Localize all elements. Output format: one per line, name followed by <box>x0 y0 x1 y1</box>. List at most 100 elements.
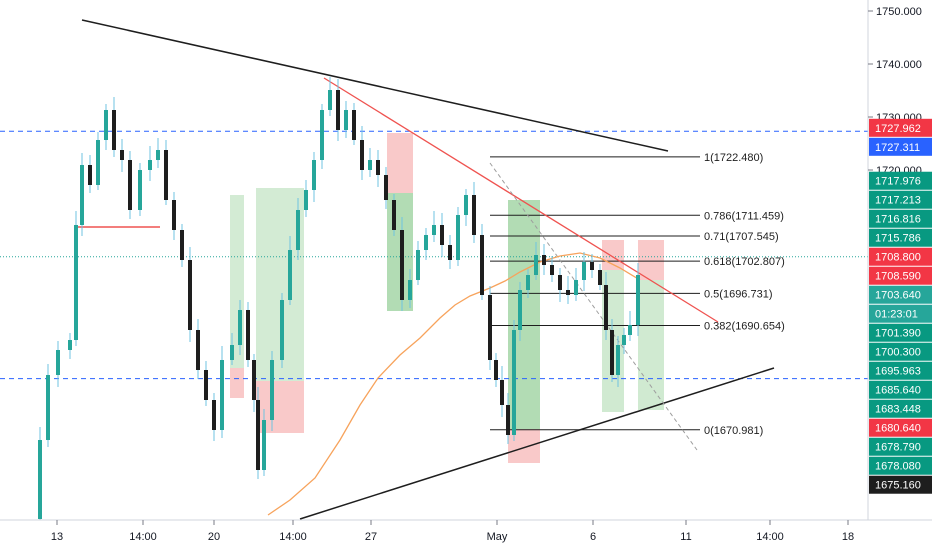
candle-up <box>148 160 152 170</box>
time-tick-label: 14:00 <box>129 531 157 543</box>
price-badge[interactable] <box>869 456 932 475</box>
price-badge[interactable] <box>869 475 932 494</box>
candle-down <box>352 110 356 140</box>
price-badge-label: 1695.963 <box>875 366 921 378</box>
candle-down <box>360 140 364 170</box>
time-tick-label: 18 <box>842 531 854 543</box>
short-position-profit-zone[interactable] <box>638 280 664 410</box>
price-badge[interactable] <box>869 342 932 361</box>
price-badge-label: 1708.590 <box>875 271 921 283</box>
trendlines[interactable] <box>78 19 775 520</box>
candle-down <box>566 290 570 295</box>
price-badge[interactable] <box>869 171 932 190</box>
price-badge-label: 1683.448 <box>875 404 921 416</box>
price-badge[interactable] <box>869 118 932 137</box>
candle-up <box>368 160 372 170</box>
fib-trend-dashed-line[interactable] <box>489 162 698 451</box>
candle-down <box>448 245 452 260</box>
candle-down <box>500 380 504 405</box>
price-badge-label: 1717.976 <box>875 176 921 188</box>
candle-up <box>636 275 640 325</box>
time-tick-label: 14:00 <box>756 531 784 543</box>
candle-down <box>180 230 184 260</box>
price-badge[interactable] <box>869 399 932 418</box>
candle-up <box>96 140 100 185</box>
moving-average-line <box>267 252 641 516</box>
red-trendline[interactable] <box>323 77 719 323</box>
price-tick-label: 1740.000 <box>876 59 922 71</box>
candle-up <box>296 210 300 250</box>
candle-up <box>230 345 234 360</box>
candle-down <box>112 110 116 150</box>
fib-level-label: 1(1722.480) <box>704 152 763 164</box>
candle-up <box>526 275 530 290</box>
short-position-stop-zone[interactable] <box>638 240 664 280</box>
price-badge[interactable] <box>869 190 932 209</box>
price-badge-label: 1678.790 <box>875 442 921 454</box>
price-badge[interactable] <box>869 209 932 228</box>
long-position-stop-zone[interactable] <box>230 368 244 398</box>
short-position-stop-zone[interactable] <box>602 240 624 270</box>
time-axis[interactable]: 13 14:00 20 14:00 27 May 6 11 14:00 18 <box>0 519 932 550</box>
candle-up <box>534 255 538 275</box>
price-badge[interactable] <box>869 323 932 342</box>
candle-up <box>304 190 308 210</box>
candle-up <box>320 110 324 160</box>
candle-up <box>38 440 42 519</box>
candle-down <box>488 295 492 360</box>
price-badge-label: 1708.800 <box>875 252 921 264</box>
candle-down <box>472 195 476 235</box>
price-badge[interactable] <box>869 285 932 304</box>
fib-level-label: 0(1670.981) <box>704 425 763 437</box>
fib-level-label: 0.786(1711.459) <box>704 210 784 222</box>
price-badge-label: 1717.213 <box>875 195 921 207</box>
candle-down <box>246 310 250 360</box>
price-badge[interactable] <box>869 418 932 437</box>
price-badge[interactable] <box>869 266 932 285</box>
price-badge[interactable] <box>869 361 932 380</box>
candle-up <box>518 290 522 330</box>
price-badge[interactable] <box>869 380 932 399</box>
lower-trendline[interactable] <box>299 367 775 520</box>
time-tick-label: 11 <box>680 531 691 543</box>
candle-down <box>336 90 340 130</box>
candle-up <box>424 235 428 250</box>
candle-down <box>480 235 484 295</box>
candle-up <box>622 335 626 345</box>
candle-down <box>558 275 562 290</box>
candle-up <box>328 90 332 110</box>
time-tick-label: May <box>487 531 508 543</box>
candle-down <box>400 230 404 300</box>
candle-down <box>542 255 546 265</box>
fib-level-label: 0.618(1702.807) <box>704 256 785 268</box>
candle-up <box>408 280 412 300</box>
price-badge[interactable] <box>869 137 932 156</box>
short-position-stop-zone[interactable] <box>387 133 413 193</box>
upper-trendline[interactable] <box>81 19 669 152</box>
price-tick-label: 1750.000 <box>876 6 922 18</box>
time-tick-label: 14:00 <box>279 531 307 543</box>
candle-down <box>204 370 208 400</box>
price-badge[interactable] <box>869 228 932 247</box>
price-badge[interactable] <box>869 437 932 456</box>
fibonacci-retracement[interactable]: 1(1722.480) 0.786(1711.459) 0.71(1707.545)… <box>490 152 785 437</box>
price-badge-label: 1685.640 <box>875 385 921 397</box>
candle-down <box>256 400 260 470</box>
price-badge-label: 1715.786 <box>875 233 921 245</box>
candle-up <box>464 195 468 215</box>
price-badge[interactable] <box>869 247 932 266</box>
candle-up <box>80 165 84 225</box>
candle-down <box>604 285 608 330</box>
price-badge-label: 01:23:01 <box>875 309 918 321</box>
candle-down <box>252 360 256 400</box>
fib-level-label: 0.71(1707.545) <box>704 231 779 243</box>
price-badge[interactable] <box>869 304 932 323</box>
candle-up <box>574 280 578 295</box>
price-badge-label: 1700.300 <box>875 347 921 359</box>
candle-up <box>628 325 632 335</box>
candle-up <box>138 170 142 210</box>
candle-up <box>582 262 586 280</box>
